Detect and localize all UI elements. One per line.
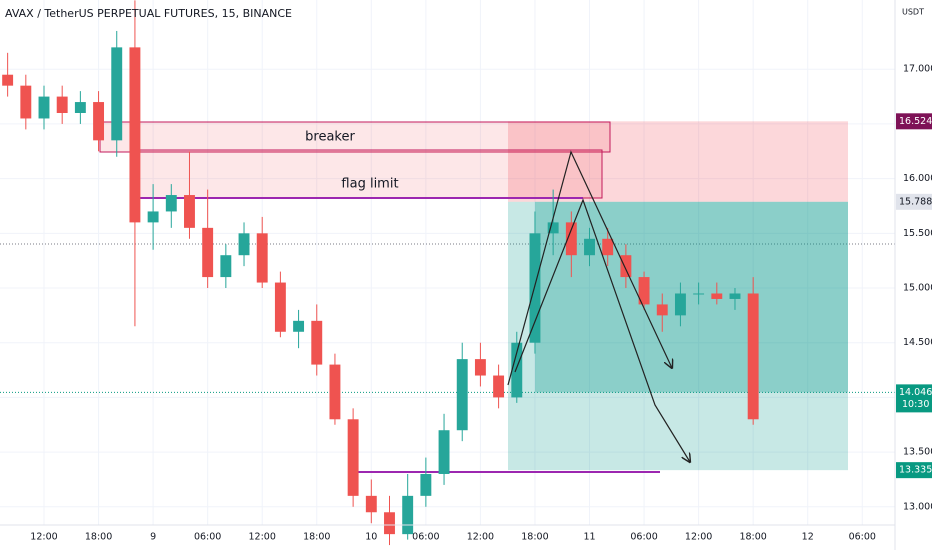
y-tick-label: 13.500 (903, 447, 932, 458)
drawings (507, 150, 690, 462)
candle-body (693, 293, 705, 295)
x-tick-label: 18:00 (85, 532, 112, 543)
axis-unit: USDT (902, 8, 924, 17)
candle-body (511, 342, 523, 398)
candle-body (674, 293, 686, 316)
x-tick-label: 18:00 (521, 532, 548, 543)
price-tag (896, 384, 932, 413)
candle-body (438, 430, 450, 474)
candle-body (329, 364, 341, 420)
candle-body (638, 277, 650, 305)
candle-body (293, 320, 305, 332)
candle-body (20, 85, 32, 119)
position-tool (508, 121, 848, 471)
candle-body (38, 96, 50, 119)
countdown: 10:30 (902, 399, 929, 410)
drawing-path (514, 198, 690, 462)
grid (0, 0, 895, 525)
x-tick-label: 11 (583, 532, 595, 543)
annotation: flag limit (341, 177, 398, 192)
x-tick-label: 12:00 (467, 532, 494, 543)
price-tag-label: 14.046 (899, 387, 932, 398)
candle-body (311, 320, 323, 365)
candle-body (747, 293, 759, 420)
x-tick-label: 12:00 (249, 532, 276, 543)
breaker-box (99, 121, 611, 153)
candle-body (147, 211, 159, 223)
candle-body (656, 304, 668, 316)
y-tick-label: 13.000 (903, 501, 932, 512)
candles (2, 0, 759, 546)
x-tick-label: 06:00 (412, 532, 439, 543)
candle-body (365, 495, 377, 513)
y-tick-label: 15.000 (903, 283, 932, 294)
candle-body (420, 473, 432, 496)
candle-body (711, 293, 723, 299)
x-tick-label: 06:00 (849, 532, 876, 543)
x-tick-label: 12:00 (30, 532, 57, 543)
candle-body (474, 359, 486, 376)
price-tag-label: 16.524 (899, 116, 932, 127)
candle-body (456, 359, 468, 431)
y-tick-label: 15.500 (903, 228, 932, 239)
candle-body (547, 222, 559, 234)
candle-body (184, 195, 195, 228)
x-tick-label: 10 (365, 532, 377, 543)
candle-body (602, 238, 614, 256)
price-tag (896, 193, 932, 210)
candle-body (620, 255, 632, 278)
candle-body (238, 233, 250, 256)
drawing-path (507, 150, 672, 386)
annotation: breaker (305, 130, 355, 145)
price-tag (896, 462, 932, 479)
candle-body (493, 375, 505, 398)
candle-body (729, 293, 741, 299)
candle-body (220, 255, 232, 278)
profit-zone (535, 201, 848, 393)
x-tick-label: 06:00 (194, 532, 221, 543)
candle-body (584, 238, 595, 256)
candle-body (202, 227, 214, 278)
candle-body (347, 419, 359, 496)
x-tick-label: 12:00 (685, 532, 712, 543)
candle-body (402, 495, 414, 535)
y-tick-label: 17.000 (903, 64, 932, 75)
chart-title: AVAX / TetherUS PERPETUAL FUTURES, 15, B… (5, 7, 292, 20)
candle-body (274, 282, 286, 332)
candle-body (129, 47, 141, 223)
y-tick-label: 14.500 (903, 337, 932, 348)
stop-zone (508, 121, 848, 202)
candle-body (2, 74, 14, 86)
boxes: breaker flag limit (99, 121, 660, 473)
candle-body (565, 222, 577, 256)
x-tick-label: 12 (802, 532, 814, 543)
x-tick-label: 06:00 (630, 532, 657, 543)
candle-body (74, 102, 86, 113)
candle-body (165, 195, 177, 212)
x-tick-label: 18:00 (739, 532, 766, 543)
x-tick-label: 18:00 (303, 532, 330, 543)
candle-body (111, 47, 123, 141)
price-tag-label: 15.788 (899, 196, 932, 207)
candle-body (256, 233, 268, 283)
x-tick-label: 9 (150, 532, 156, 543)
candle-body (93, 102, 105, 141)
candle-body (529, 233, 541, 343)
candle-body (384, 512, 395, 535)
price-tag-label: 13.335 (899, 465, 932, 476)
price-tag (896, 113, 932, 130)
candle-body (56, 96, 68, 113)
y-tick-label: 16.000 (903, 173, 932, 184)
flag-limit-box (131, 149, 603, 199)
